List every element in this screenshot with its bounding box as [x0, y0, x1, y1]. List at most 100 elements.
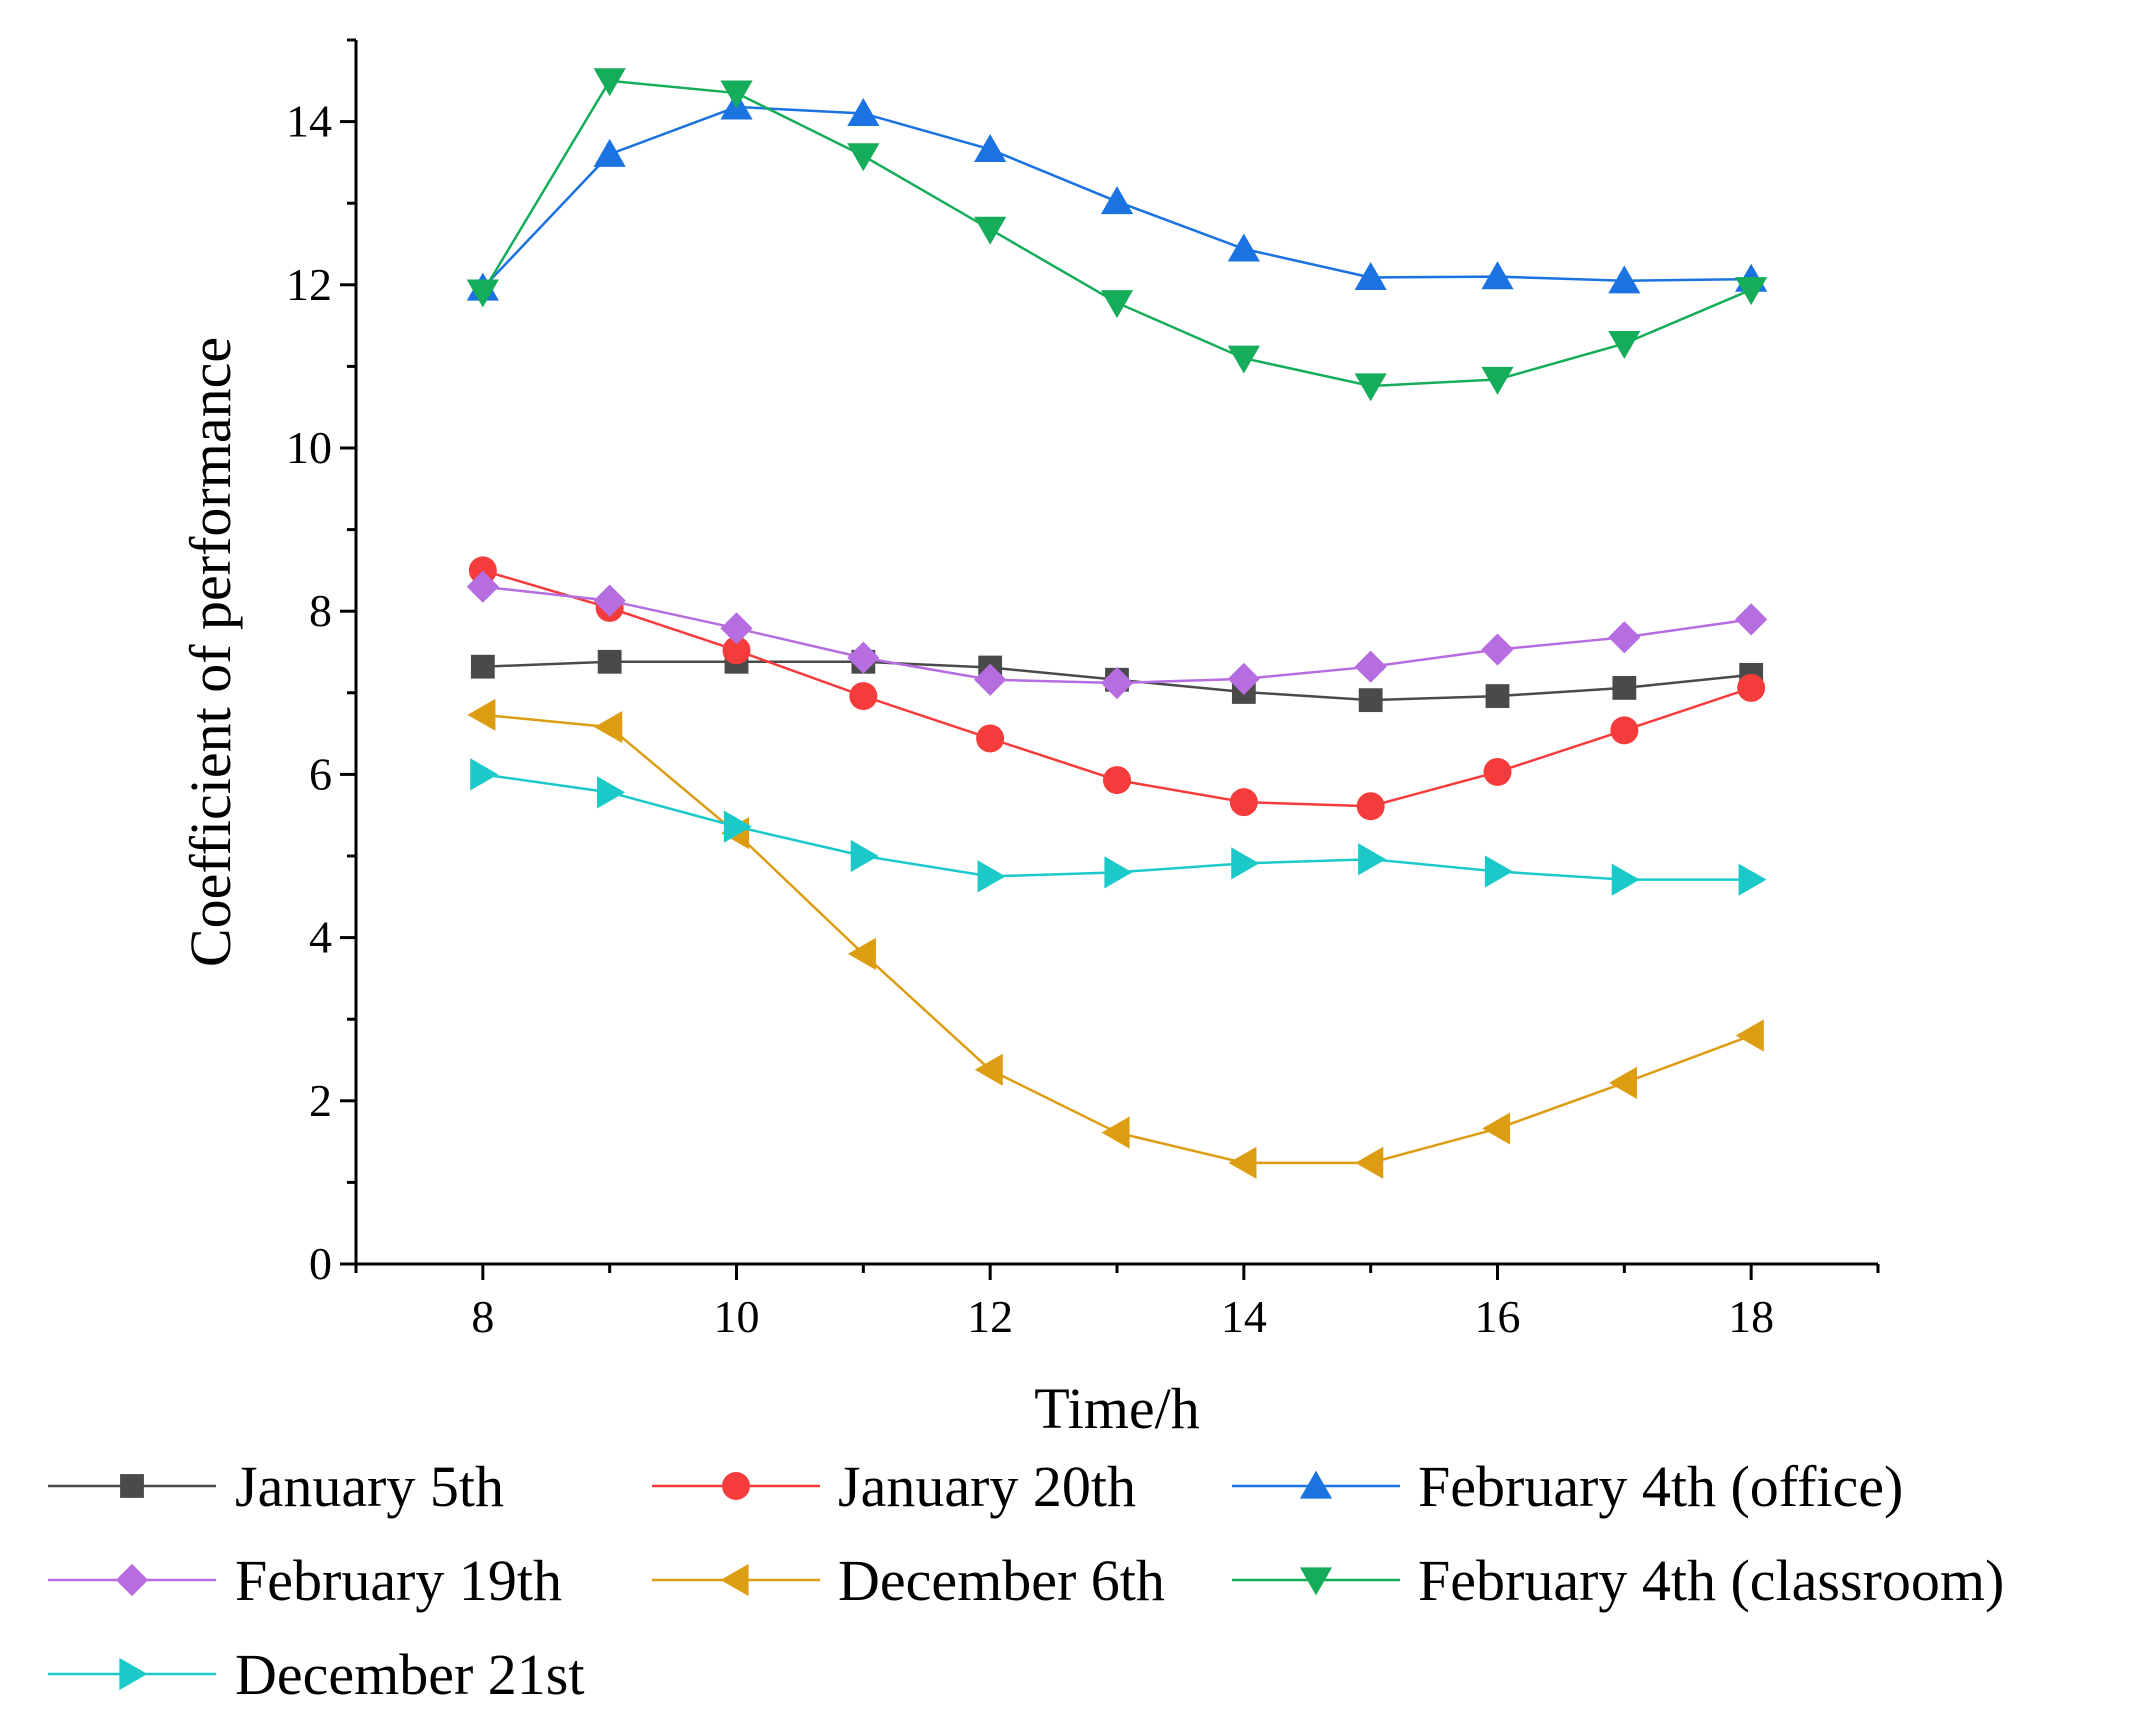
data-point [1231, 847, 1260, 880]
legend-marker [722, 1472, 750, 1500]
x-axis-title: Time/h [1034, 1376, 1199, 1441]
x-tick-label: 14 [1221, 1291, 1267, 1342]
data-point [720, 612, 753, 645]
data-point [1481, 366, 1514, 395]
data-point [1103, 766, 1131, 795]
legend-label: February 4th (classroom) [1418, 1548, 2004, 1613]
data-point [1104, 856, 1133, 889]
data-point [723, 810, 752, 843]
data-point [470, 758, 499, 791]
data-point [1227, 662, 1260, 696]
data-point [1356, 792, 1385, 821]
y-tick-label: 8 [309, 585, 332, 636]
y-tick-label: 14 [286, 96, 332, 147]
data-point [974, 133, 1007, 162]
data-point [594, 710, 623, 744]
legend-label: December 6th [838, 1548, 1165, 1613]
axes: 0 2 4 6 8 10 12 14 8 10 12 14 16 18 Time/h Coefficient … [178, 38, 1880, 1441]
y-tick-label: 12 [286, 259, 332, 310]
data-point [847, 937, 876, 971]
legend-item-february-4th-office: February 4th (office) [1232, 1454, 1903, 1519]
data-point [1482, 1112, 1511, 1145]
data-point [1481, 633, 1514, 666]
legend-label: January 5th [235, 1454, 504, 1519]
series-december-21st [470, 758, 1767, 896]
legend-item-february-19th: February 19th [48, 1548, 562, 1613]
legend-item-december-6th: December 6th [652, 1548, 1165, 1613]
legend-marker [120, 1474, 144, 1498]
data-point [850, 839, 879, 873]
series-line [481, 79, 1752, 388]
legend-marker [115, 1563, 149, 1597]
y-tick-label: 2 [309, 1075, 332, 1126]
y-tick-label: 10 [286, 422, 332, 473]
data-point [597, 649, 622, 674]
legend: January 5th January 20th February 4th (off… [48, 1454, 2004, 1707]
legend-marker [1299, 1470, 1333, 1499]
data-point [1100, 186, 1134, 215]
data-point [1354, 262, 1387, 291]
data-point [467, 698, 496, 731]
legend-item-december-21st: December 21st [48, 1642, 584, 1707]
data-point [1358, 843, 1387, 876]
data-point [974, 1053, 1003, 1086]
x-tick-label: 8 [471, 1291, 494, 1342]
data-point [974, 663, 1007, 696]
data-point [466, 279, 499, 308]
data-point [1608, 621, 1641, 654]
data-point [1227, 233, 1260, 262]
y-tick-label: 4 [309, 912, 332, 963]
data-point [1612, 676, 1637, 700]
legend-item-january-20th: January 20th [652, 1454, 1136, 1519]
data-point [597, 776, 626, 809]
data-point [1608, 1066, 1637, 1099]
data-point [847, 98, 880, 127]
data-point [722, 636, 751, 665]
data-point [1228, 1146, 1257, 1179]
data-point [974, 216, 1007, 245]
y-tick-label: 6 [309, 748, 332, 799]
x-tick-label: 10 [714, 1291, 760, 1342]
series-january-20th [468, 556, 1766, 821]
data-point [1735, 603, 1768, 636]
data-point [1101, 1116, 1130, 1149]
legend-label: December 21st [235, 1642, 584, 1707]
legend-marker [119, 1657, 148, 1691]
data-point [468, 556, 497, 585]
data-point [593, 584, 626, 617]
data-point [1735, 277, 1768, 306]
data-point [1735, 1019, 1764, 1052]
data-point [1100, 290, 1134, 319]
data-point [470, 654, 495, 679]
legend-marker [1299, 1567, 1333, 1596]
data-point [1608, 265, 1641, 294]
series-layer [466, 68, 1768, 1179]
y-tick-label: 0 [309, 1238, 332, 1289]
data-point [1358, 688, 1383, 713]
data-point [593, 138, 626, 167]
legend-item-january-5th: January 5th [48, 1454, 504, 1519]
series-december-6th [467, 698, 1764, 1179]
y-axis-title: Coefficient of performance [178, 337, 243, 967]
data-point [847, 641, 880, 674]
series-february-4th-classroom [466, 68, 1768, 402]
x-tick-label: 16 [1475, 1291, 1521, 1342]
data-point [1485, 684, 1510, 708]
data-point [976, 724, 1005, 753]
data-point [466, 570, 499, 603]
data-point [847, 143, 880, 172]
legend-label: January 20th [838, 1454, 1136, 1519]
data-point [1229, 788, 1258, 817]
data-point [1227, 345, 1260, 374]
data-point [1738, 863, 1767, 896]
series-february-4th-office [466, 91, 1768, 301]
legend-item-february-4th-classroom: February 4th (classroom) [1232, 1548, 2004, 1613]
data-point [1483, 757, 1512, 786]
data-point [977, 860, 1006, 893]
data-point [1611, 863, 1640, 896]
x-tick-label: 18 [1728, 1291, 1774, 1342]
data-point [1354, 373, 1387, 402]
data-point [1481, 261, 1514, 290]
legend-label: February 4th (office) [1418, 1454, 1903, 1519]
data-point [720, 80, 753, 109]
